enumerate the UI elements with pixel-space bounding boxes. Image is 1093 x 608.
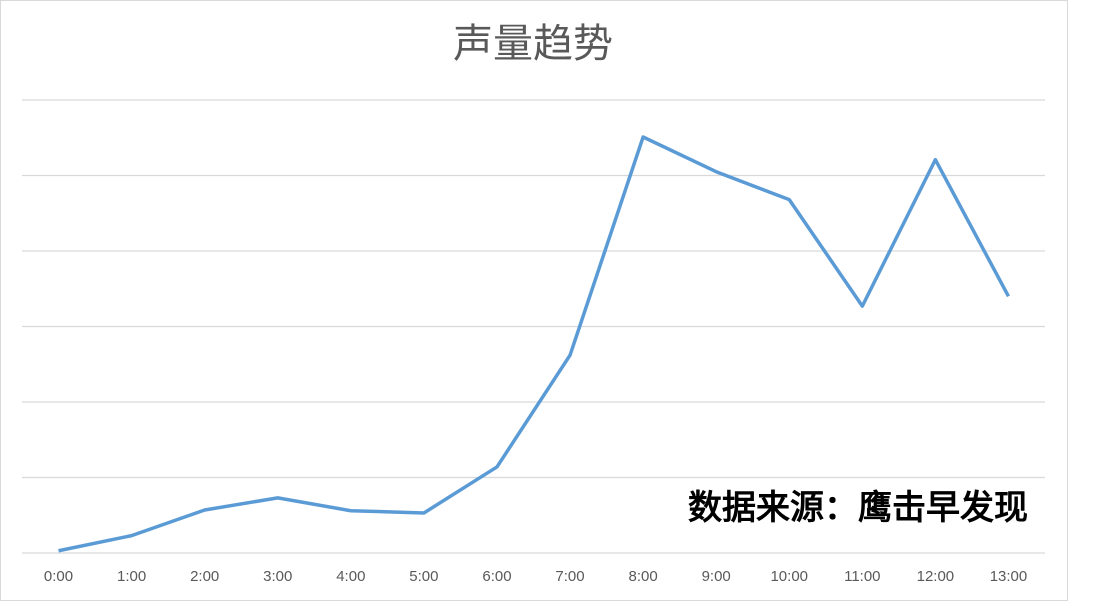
x-tick-label: 4:00 bbox=[336, 568, 365, 585]
x-tick-label: 3:00 bbox=[263, 568, 292, 585]
chart-title: 声量趋势 bbox=[453, 21, 613, 67]
x-tick-label: 9:00 bbox=[702, 568, 731, 585]
x-tick-label: 12:00 bbox=[917, 568, 955, 585]
x-tick-label: 7:00 bbox=[555, 568, 584, 585]
x-tick-label: 5:00 bbox=[409, 568, 438, 585]
x-tick-label: 11:00 bbox=[844, 568, 880, 585]
x-tick-label: 6:00 bbox=[482, 568, 511, 585]
line-series bbox=[58, 135, 1011, 553]
x-tick-label: 0:00 bbox=[44, 568, 73, 585]
x-tick-label: 10:00 bbox=[770, 568, 808, 585]
x-tick-label: 2:00 bbox=[190, 568, 219, 585]
x-tick-label: 1:00 bbox=[117, 568, 146, 585]
source-annotation: 数据来源：鹰击早发现 bbox=[688, 488, 1028, 528]
x-tick-label: 8:00 bbox=[629, 568, 658, 585]
x-tick-label: 13:00 bbox=[990, 568, 1028, 585]
